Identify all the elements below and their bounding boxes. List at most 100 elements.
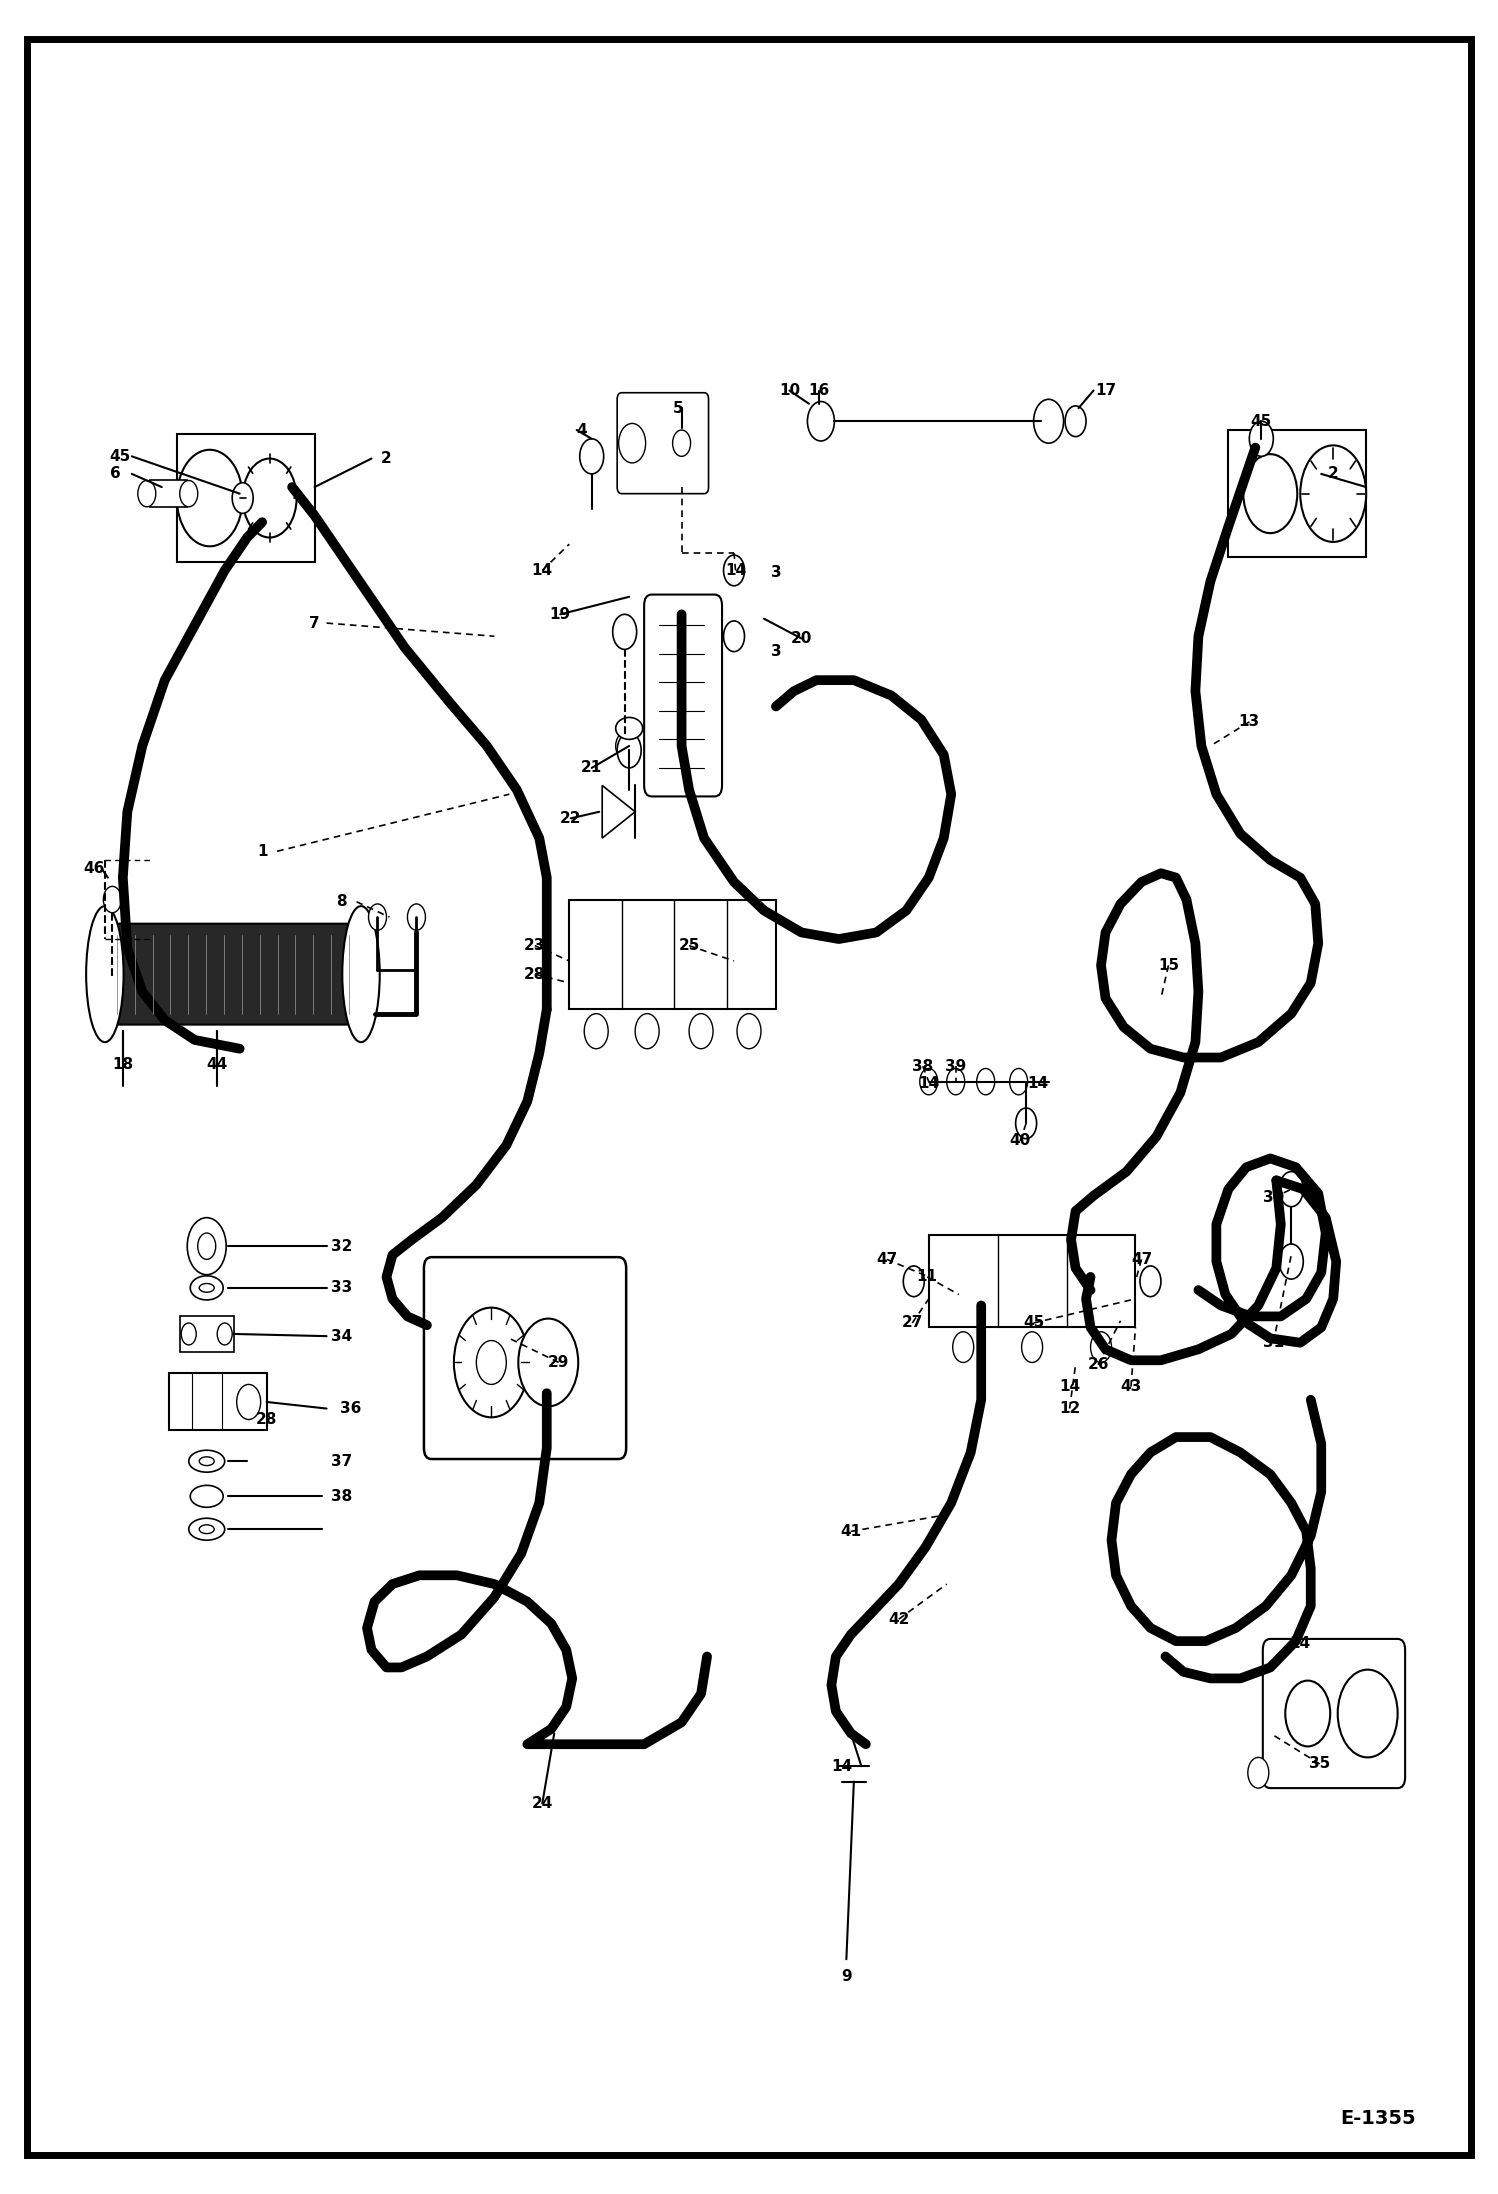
Text: 1: 1	[256, 845, 268, 858]
Circle shape	[103, 886, 121, 913]
Text: E-1355: E-1355	[1341, 2108, 1416, 2128]
Circle shape	[1248, 1757, 1269, 1788]
Circle shape	[1140, 1266, 1161, 1297]
Circle shape	[580, 439, 604, 474]
Circle shape	[177, 450, 243, 546]
Circle shape	[138, 480, 156, 507]
Text: 29: 29	[548, 1356, 569, 1369]
Text: 32: 32	[331, 1240, 352, 1253]
Text: 34: 34	[331, 1330, 352, 1343]
Circle shape	[807, 402, 834, 441]
Text: 39: 39	[945, 1060, 966, 1073]
Circle shape	[724, 555, 745, 586]
Circle shape	[1338, 1670, 1398, 1757]
Text: 14: 14	[918, 1077, 939, 1090]
Bar	[150, 480, 187, 507]
Polygon shape	[602, 785, 635, 838]
Circle shape	[903, 1266, 924, 1297]
Text: 6: 6	[109, 467, 121, 480]
Text: 21: 21	[581, 761, 602, 774]
Text: 22: 22	[560, 812, 581, 825]
Circle shape	[584, 1014, 608, 1049]
FancyBboxPatch shape	[424, 1257, 626, 1459]
Bar	[929, 1235, 1135, 1327]
Ellipse shape	[342, 906, 380, 1042]
Ellipse shape	[87, 906, 123, 1042]
Text: 14: 14	[1290, 1637, 1311, 1650]
Text: 35: 35	[1309, 1757, 1330, 1771]
Circle shape	[187, 1218, 226, 1275]
Text: 14: 14	[725, 564, 746, 577]
Text: 16: 16	[809, 384, 830, 397]
FancyBboxPatch shape	[1263, 1639, 1405, 1788]
Text: 26: 26	[1088, 1358, 1109, 1371]
Text: 19: 19	[550, 608, 571, 621]
Text: 14: 14	[831, 1760, 852, 1773]
Ellipse shape	[190, 1485, 223, 1507]
Text: 14: 14	[532, 564, 553, 577]
Text: 36: 36	[340, 1402, 361, 1415]
Text: 15: 15	[1158, 959, 1179, 972]
Text: 14: 14	[1059, 1380, 1080, 1393]
Circle shape	[181, 1323, 196, 1345]
Ellipse shape	[189, 1450, 225, 1472]
Ellipse shape	[616, 717, 643, 739]
Circle shape	[977, 1068, 995, 1095]
Text: 46: 46	[84, 862, 105, 875]
Circle shape	[619, 423, 646, 463]
Text: 28: 28	[256, 1413, 277, 1426]
Text: 28: 28	[524, 968, 545, 981]
Circle shape	[1279, 1172, 1303, 1207]
Text: 37: 37	[331, 1455, 352, 1468]
Text: 45: 45	[109, 450, 130, 463]
Circle shape	[232, 483, 253, 513]
Circle shape	[1034, 399, 1064, 443]
Text: 47: 47	[1131, 1253, 1152, 1266]
Text: 20: 20	[791, 632, 812, 645]
Circle shape	[613, 614, 637, 649]
Circle shape	[689, 1014, 713, 1049]
Text: 42: 42	[888, 1613, 909, 1626]
Text: 38: 38	[912, 1060, 933, 1073]
Circle shape	[237, 1384, 261, 1420]
Circle shape	[617, 733, 641, 768]
FancyBboxPatch shape	[177, 434, 315, 562]
Circle shape	[1279, 1244, 1303, 1279]
Circle shape	[369, 904, 386, 930]
Ellipse shape	[199, 1283, 214, 1292]
Circle shape	[217, 1323, 232, 1345]
Circle shape	[180, 480, 198, 507]
Text: 13: 13	[1239, 715, 1260, 728]
Circle shape	[1091, 1332, 1112, 1362]
Circle shape	[737, 1014, 761, 1049]
Circle shape	[673, 430, 691, 456]
Text: 43: 43	[1121, 1380, 1141, 1393]
Text: 8: 8	[336, 895, 348, 908]
Circle shape	[1249, 421, 1273, 456]
Text: 3: 3	[770, 566, 782, 579]
Circle shape	[243, 459, 297, 538]
Text: 7: 7	[309, 617, 321, 630]
Text: 33: 33	[331, 1281, 352, 1294]
FancyBboxPatch shape	[1228, 430, 1366, 557]
Circle shape	[724, 621, 745, 652]
Text: 9: 9	[840, 1970, 852, 1983]
Circle shape	[635, 1014, 659, 1049]
Circle shape	[953, 1332, 974, 1362]
Circle shape	[1022, 1332, 1043, 1362]
Ellipse shape	[199, 1457, 214, 1466]
Circle shape	[407, 904, 425, 930]
Text: 24: 24	[532, 1797, 553, 1810]
Text: 41: 41	[840, 1525, 861, 1538]
Text: 30: 30	[1263, 1191, 1284, 1205]
Circle shape	[454, 1308, 529, 1417]
Circle shape	[1285, 1681, 1330, 1746]
Text: 14: 14	[1028, 1077, 1049, 1090]
Text: 23: 23	[524, 939, 545, 952]
Text: 10: 10	[779, 384, 800, 397]
Text: 3: 3	[770, 645, 782, 658]
Bar	[169, 1373, 267, 1430]
Text: 17: 17	[1095, 384, 1116, 397]
Text: 45: 45	[1023, 1316, 1044, 1330]
Text: 40: 40	[1010, 1134, 1031, 1147]
